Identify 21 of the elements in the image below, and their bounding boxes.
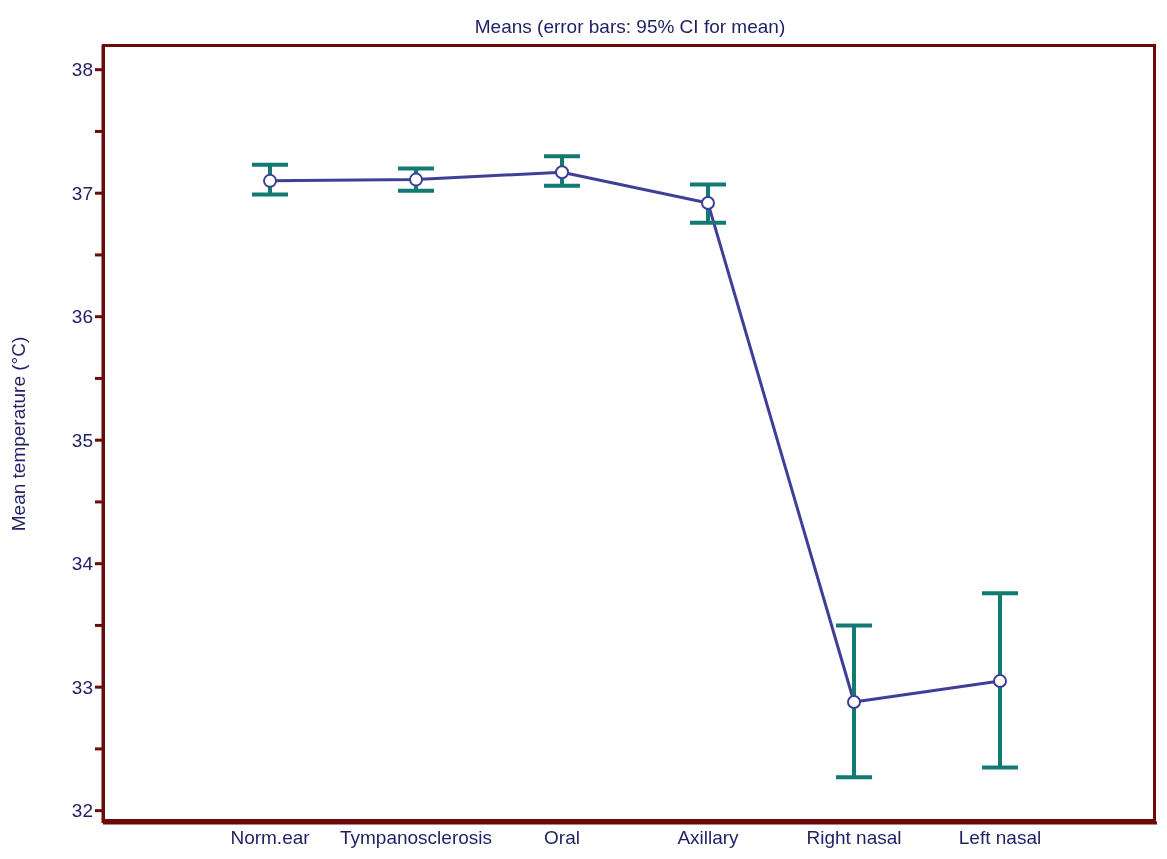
x-tick-label: Norm.ear: [230, 827, 311, 849]
y-tick-label: 35: [71, 429, 93, 451]
x-tick-label: Axillary: [677, 827, 740, 849]
point: [847, 694, 861, 709]
x-tick-label: Tympanosclerosis: [339, 827, 493, 849]
point: [555, 165, 569, 180]
x-tick-label: Left nasal: [958, 827, 1042, 849]
x-tick-label: Right nasal: [806, 827, 902, 849]
y-tick-label: 34: [71, 553, 94, 575]
y-tick-label: 37: [71, 182, 93, 204]
y-axis-title: Mean temperature (°C): [7, 336, 29, 532]
chart-title: Means (error bars: 95% CI for mean): [473, 16, 787, 38]
y-tick-label: 33: [71, 676, 93, 698]
y-tick-label: 32: [71, 800, 93, 822]
point: [993, 673, 1007, 688]
point: [263, 173, 277, 188]
y-tick-label: 36: [71, 306, 93, 328]
point: [409, 172, 423, 187]
point: [701, 196, 715, 211]
x-tick-label: Oral: [544, 827, 580, 849]
y-tick-label: 38: [71, 59, 93, 81]
